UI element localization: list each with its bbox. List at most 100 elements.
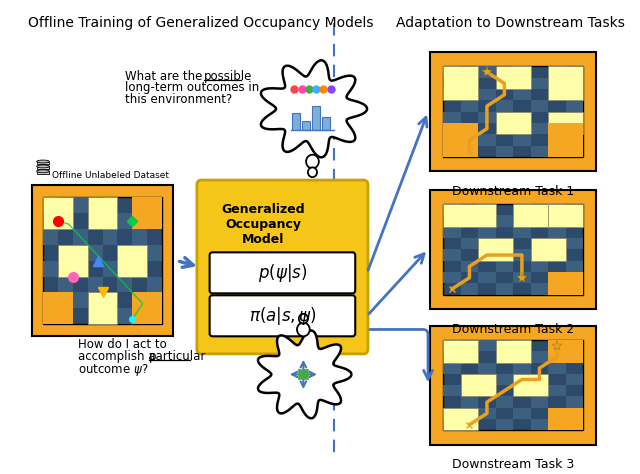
Bar: [531, 78, 548, 89]
Bar: [88, 292, 118, 324]
Bar: [531, 283, 548, 295]
Bar: [430, 326, 596, 445]
Bar: [444, 340, 461, 351]
Bar: [548, 66, 583, 100]
Bar: [147, 276, 162, 292]
Bar: [531, 238, 566, 261]
Bar: [44, 197, 73, 229]
Bar: [495, 112, 531, 134]
Bar: [118, 213, 132, 229]
Bar: [548, 272, 566, 283]
Bar: [36, 171, 49, 174]
Bar: [461, 374, 495, 396]
Bar: [44, 229, 58, 245]
Bar: [444, 340, 478, 363]
Bar: [102, 261, 118, 276]
Bar: [58, 308, 73, 324]
Bar: [102, 229, 118, 245]
Bar: [478, 272, 495, 283]
Bar: [444, 89, 461, 100]
Bar: [495, 238, 513, 249]
Text: particular: particular: [148, 350, 206, 363]
Bar: [566, 238, 583, 249]
Bar: [118, 308, 132, 324]
Bar: [444, 408, 461, 419]
Bar: [513, 374, 548, 396]
Bar: [461, 374, 478, 385]
Bar: [102, 292, 118, 308]
Bar: [444, 385, 461, 396]
Circle shape: [306, 155, 319, 168]
Bar: [478, 408, 495, 419]
Bar: [312, 106, 320, 130]
Bar: [478, 249, 495, 261]
Bar: [147, 245, 162, 261]
Bar: [478, 134, 495, 146]
Bar: [513, 227, 531, 238]
Circle shape: [299, 314, 308, 324]
Bar: [566, 261, 583, 272]
Bar: [495, 66, 531, 89]
Ellipse shape: [36, 160, 49, 163]
Polygon shape: [258, 330, 351, 418]
Bar: [88, 245, 102, 261]
Bar: [118, 276, 132, 292]
Bar: [548, 249, 566, 261]
Text: Adaptation to Downstream Tasks: Adaptation to Downstream Tasks: [396, 16, 625, 30]
Bar: [118, 245, 132, 261]
Bar: [495, 396, 513, 408]
Text: $\pi(a|s, \psi)$: $\pi(a|s, \psi)$: [249, 305, 316, 327]
Bar: [73, 229, 88, 245]
Bar: [461, 238, 478, 249]
FancyBboxPatch shape: [210, 295, 355, 337]
Bar: [548, 363, 566, 374]
Bar: [132, 229, 147, 245]
Bar: [444, 66, 583, 157]
Bar: [566, 419, 583, 430]
Bar: [73, 197, 88, 213]
Ellipse shape: [36, 165, 49, 168]
Bar: [566, 216, 583, 227]
Bar: [478, 89, 495, 100]
Bar: [88, 308, 102, 324]
Bar: [548, 340, 566, 351]
Bar: [495, 419, 513, 430]
Bar: [566, 78, 583, 89]
Bar: [132, 197, 162, 229]
Bar: [495, 351, 513, 363]
Bar: [118, 245, 147, 276]
Bar: [36, 166, 49, 169]
Bar: [513, 249, 531, 261]
Bar: [44, 261, 58, 276]
Bar: [513, 363, 531, 374]
Bar: [531, 146, 548, 157]
Bar: [44, 292, 73, 324]
Bar: [444, 204, 461, 216]
Bar: [495, 374, 513, 385]
Text: outcome $\psi$?: outcome $\psi$?: [77, 362, 148, 378]
Bar: [444, 123, 478, 157]
Bar: [147, 213, 162, 229]
Bar: [495, 261, 513, 272]
Ellipse shape: [36, 170, 49, 173]
Bar: [430, 52, 596, 171]
Bar: [478, 363, 495, 374]
Bar: [531, 261, 548, 272]
Bar: [531, 351, 548, 363]
Bar: [566, 146, 583, 157]
Bar: [548, 408, 583, 430]
Bar: [566, 396, 583, 408]
Bar: [548, 89, 566, 100]
Bar: [478, 204, 495, 216]
Bar: [44, 292, 58, 308]
Text: Offline Unlabeled Dataset: Offline Unlabeled Dataset: [52, 171, 169, 180]
Bar: [495, 100, 513, 112]
Bar: [478, 340, 495, 351]
Bar: [88, 276, 102, 292]
Bar: [548, 123, 583, 157]
Bar: [461, 351, 478, 363]
Bar: [548, 204, 583, 227]
FancyBboxPatch shape: [197, 180, 368, 354]
Bar: [36, 162, 49, 164]
Bar: [292, 113, 300, 130]
